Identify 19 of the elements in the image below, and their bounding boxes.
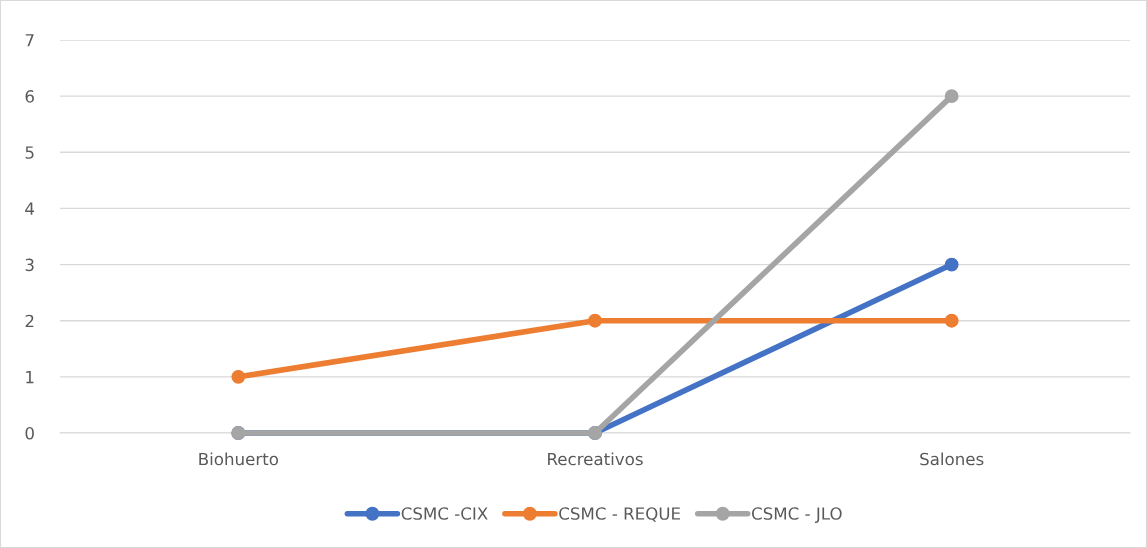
y-tick-label: 3 [25, 258, 34, 272]
legend-label: CSMC -CIX [401, 507, 488, 520]
y-tick-label: 0 [25, 426, 34, 440]
legend-label: CSMC - REQUE [559, 507, 680, 522]
y-tick-label: 5 [25, 146, 34, 159]
x-tick-label: Salones [920, 452, 984, 466]
legend-label: CSMC - JLO [751, 507, 842, 523]
point [944, 313, 959, 328]
x-tick-label: Biohuerto [199, 452, 279, 466]
y-tick-label: 4 [25, 202, 35, 215]
y-tick-label: 6 [25, 90, 34, 103]
x-tick-label: Recreativos [548, 452, 643, 466]
y-tick-label: 7 [25, 34, 34, 47]
y-tick-label: 2 [25, 314, 34, 328]
point [944, 257, 959, 272]
point [944, 89, 959, 104]
point [231, 369, 246, 384]
y-tick-label: 1 [26, 371, 34, 384]
point [588, 313, 602, 328]
